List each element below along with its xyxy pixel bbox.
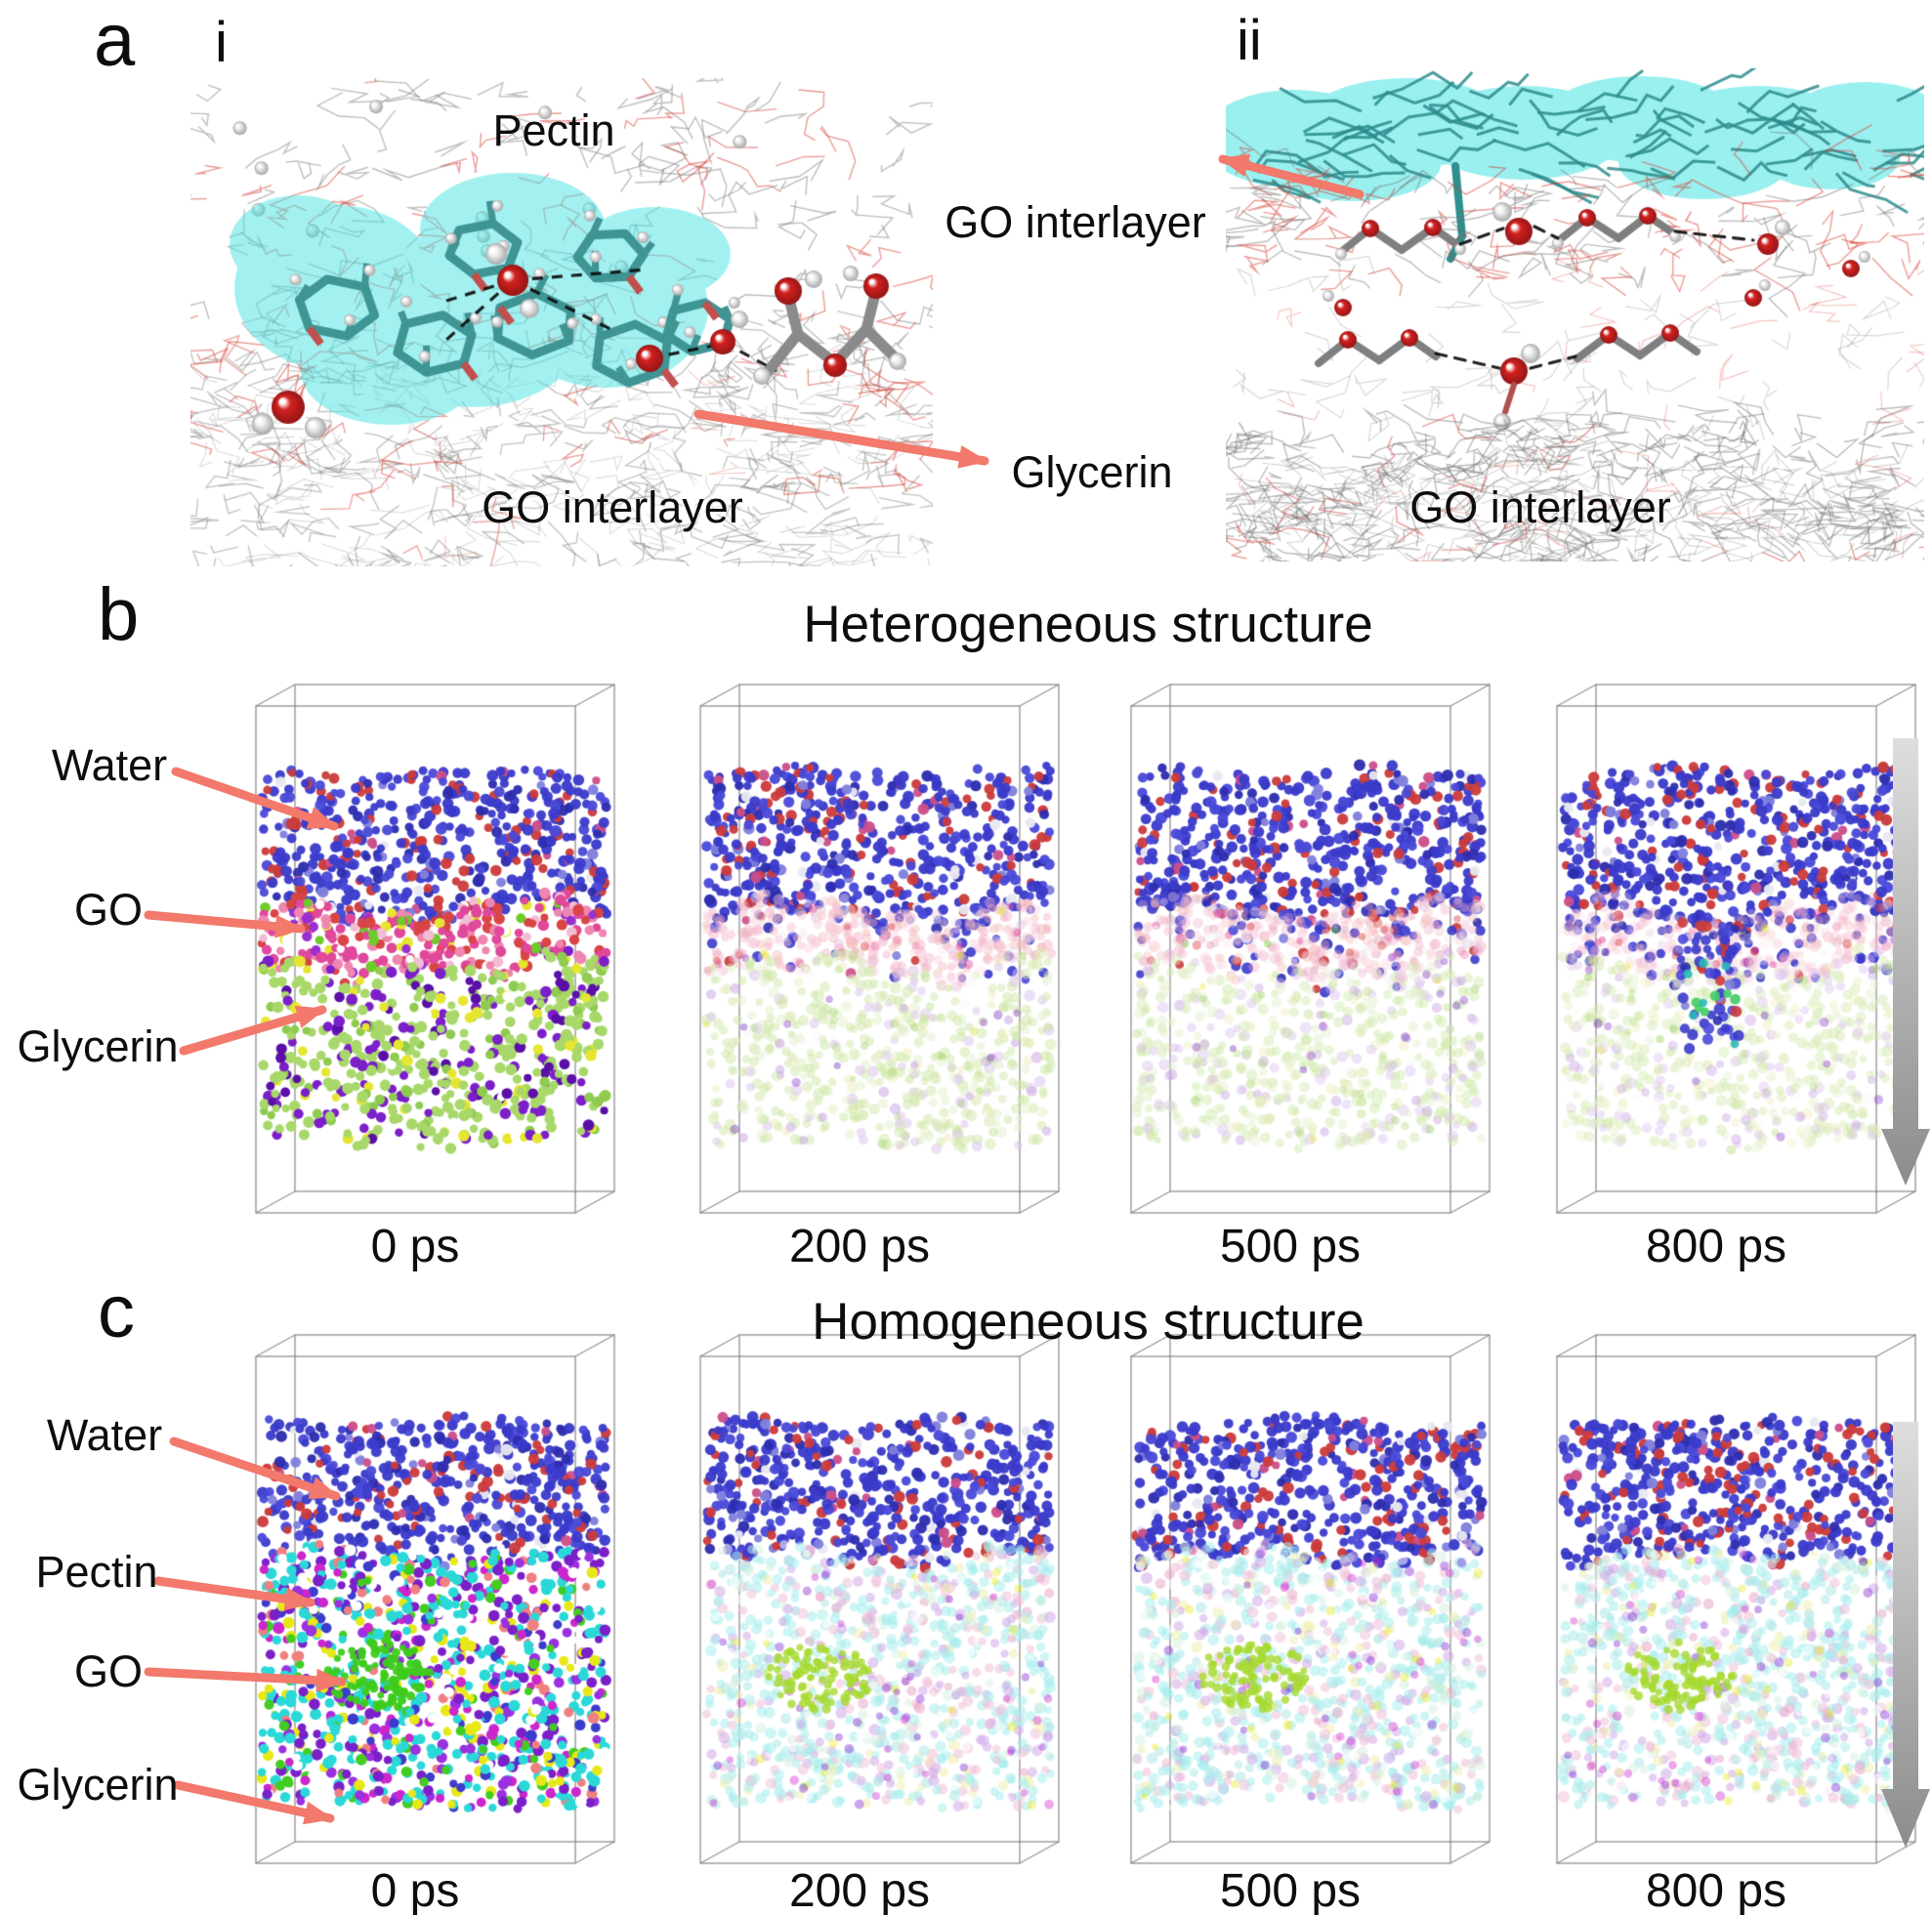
sim-box-homo-500ps — [1112, 1329, 1522, 1915]
panel-a-sub-i-label: i — [215, 11, 228, 74]
panel-c-title: Homogeneous structure — [812, 1293, 1365, 1351]
molecular-view-ii — [1226, 68, 1924, 562]
layer-label-water-b: Water — [51, 740, 168, 790]
time-label-b-2: 500 ps — [1219, 1221, 1362, 1272]
layer-label-go-b: GO — [73, 885, 144, 935]
panel-a-sub-ii-label: ii — [1237, 9, 1262, 72]
go-interlayer-label-i: GO interlayer — [482, 482, 743, 532]
time-label-b-1: 200 ps — [788, 1221, 931, 1272]
molecular-view-i — [190, 78, 933, 566]
sim-box-hetero-0ps — [236, 679, 647, 1265]
go-interlayer-label-ii-bottom: GO interlayer — [1409, 482, 1671, 532]
time-label-c-1: 200 ps — [788, 1865, 931, 1915]
sim-box-hetero-800ps — [1537, 679, 1932, 1265]
sim-box-hetero-500ps — [1112, 679, 1522, 1265]
time-label-c-2: 500 ps — [1219, 1865, 1362, 1915]
time-label-b-0: 0 ps — [370, 1221, 460, 1272]
layer-label-pectin-c: Pectin — [35, 1547, 158, 1597]
panel-a-label: a — [94, 0, 136, 82]
layer-label-go-c: GO — [73, 1646, 144, 1696]
panel-b-label: b — [98, 573, 140, 656]
glycerin-label-a: Glycerin — [1011, 447, 1173, 497]
panel-b-title: Heterogeneous structure — [803, 596, 1373, 653]
go-interlayer-label-ii-left: GO interlayer — [945, 197, 1206, 247]
time-label-c-3: 800 ps — [1645, 1865, 1787, 1915]
layer-label-glycerin-c: Glycerin — [17, 1760, 179, 1810]
layer-label-water-c: Water — [46, 1410, 163, 1460]
time-label-b-3: 800 ps — [1645, 1221, 1787, 1272]
pectin-label: Pectin — [492, 105, 615, 155]
sim-box-homo-800ps — [1537, 1329, 1932, 1915]
layer-label-glycerin-b: Glycerin — [17, 1021, 179, 1071]
sim-box-homo-0ps — [236, 1329, 647, 1915]
sim-box-hetero-200ps — [681, 679, 1091, 1265]
sim-box-homo-200ps — [681, 1329, 1091, 1915]
panel-c-label: c — [98, 1270, 135, 1353]
time-label-c-0: 0 ps — [370, 1865, 460, 1915]
